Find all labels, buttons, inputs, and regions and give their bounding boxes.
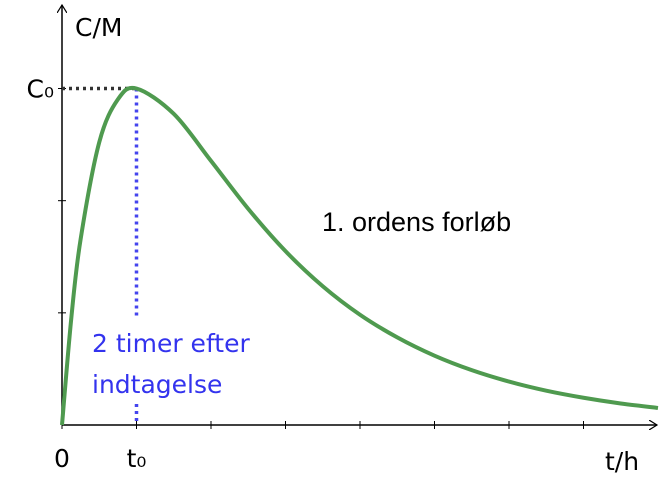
x-tick-label: t₀ [127, 444, 147, 473]
x-tick-label: 0 [54, 444, 70, 473]
y-tick-label: C₀ [27, 75, 54, 104]
time-annotation: 2 timer efter [92, 329, 250, 358]
y-axis-label: C/M [75, 13, 122, 42]
time-annotation: indtagelse [92, 370, 222, 399]
x-axis-label: t/h [605, 447, 639, 476]
concentration-curve [60, 85, 659, 426]
curve-annotation: 1. ordens forløb [322, 207, 511, 237]
